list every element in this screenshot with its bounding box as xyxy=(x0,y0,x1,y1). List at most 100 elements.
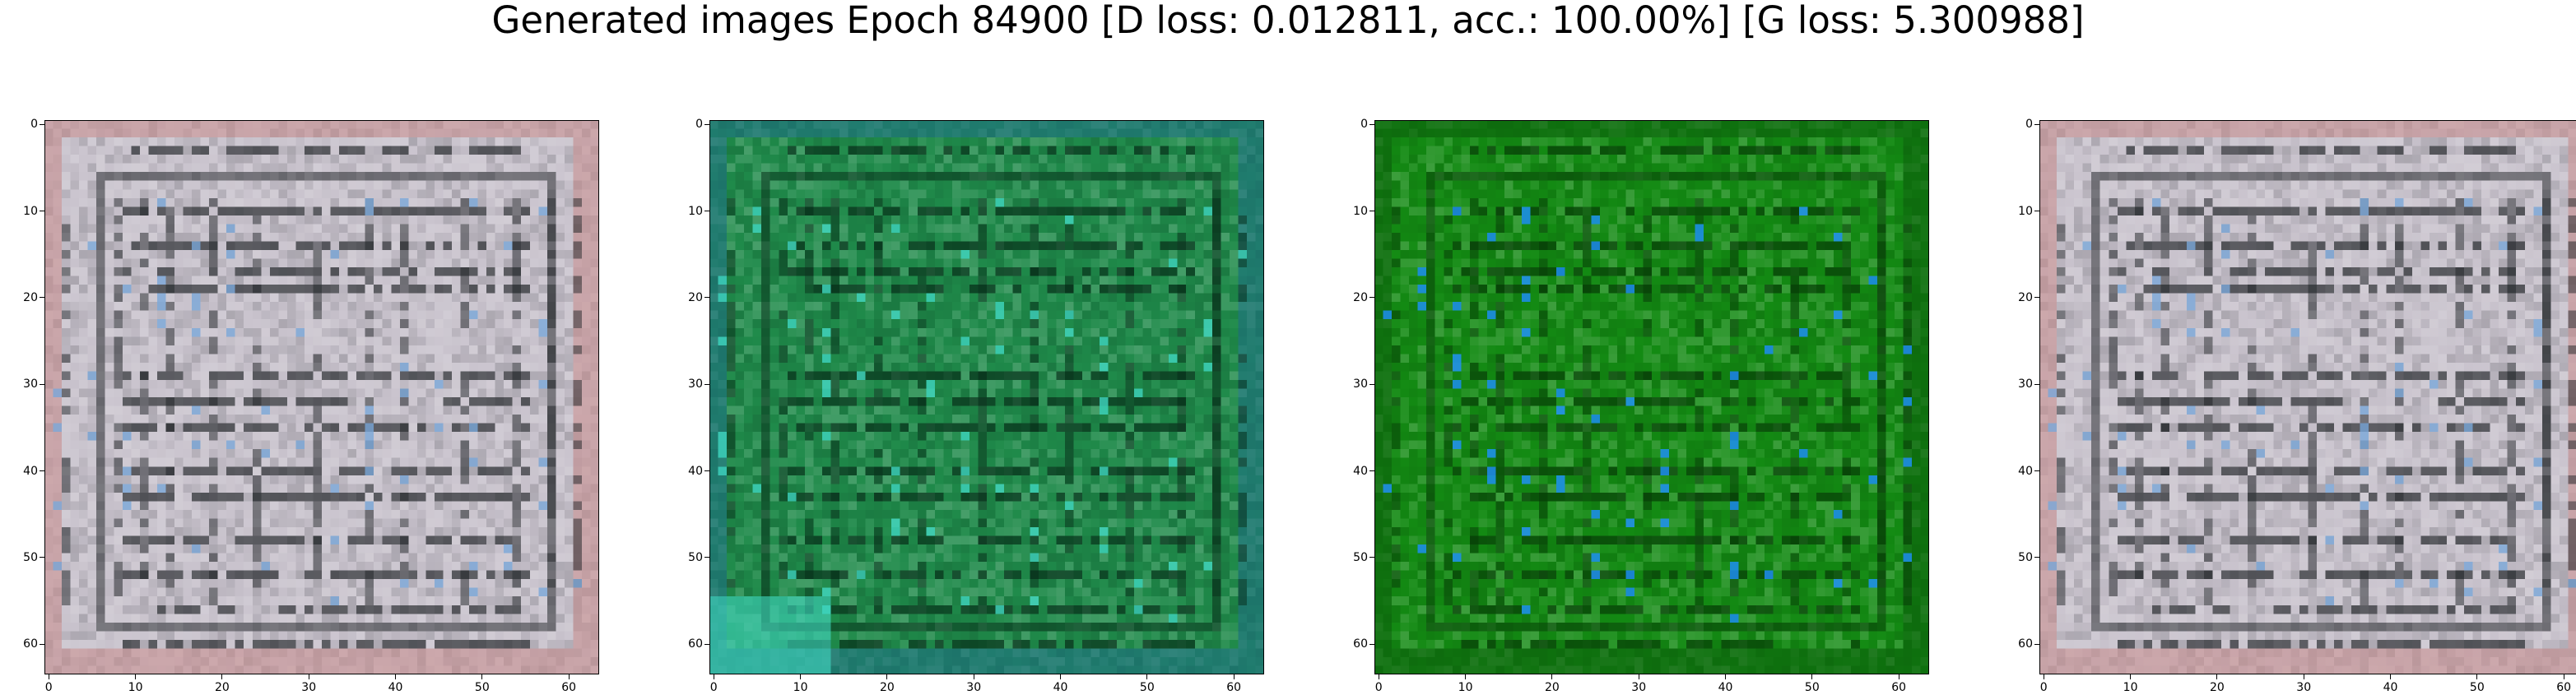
y-tick-mark xyxy=(1369,297,1374,299)
y-tick-label: 60 xyxy=(2018,637,2033,651)
x-tick-mark xyxy=(1146,674,1148,679)
y-tick-label: 0 xyxy=(695,118,703,132)
y-tick-mark xyxy=(1369,383,1374,385)
y-tick-label: 40 xyxy=(1353,464,1368,478)
x-tick-label: 30 xyxy=(301,681,317,694)
y-tick-label: 50 xyxy=(23,550,38,564)
y-tick-label: 20 xyxy=(23,290,38,304)
x-tick-mark xyxy=(221,674,223,679)
x-tick-label: 50 xyxy=(2469,681,2485,694)
y-tick-label: 40 xyxy=(23,464,38,478)
y-tick-label: 30 xyxy=(688,378,703,392)
x-tick-label: 0 xyxy=(44,681,53,694)
y-tick-mark xyxy=(2034,383,2039,385)
y-tick-label: 0 xyxy=(1360,118,1368,132)
y-tick-mark xyxy=(1369,123,1374,125)
x-tick-label: 10 xyxy=(2123,681,2138,694)
y-tick-label: 30 xyxy=(1353,378,1368,392)
y-tick-mark xyxy=(704,383,709,385)
y-tick-label: 20 xyxy=(1353,290,1368,304)
axes-frame xyxy=(1374,120,1929,674)
y-tick-mark xyxy=(40,123,44,125)
y-tick-mark xyxy=(40,470,44,472)
y-tick-label: 50 xyxy=(2018,550,2033,564)
y-tick-label: 40 xyxy=(688,464,703,478)
x-tick-mark xyxy=(135,674,137,679)
x-tick-label: 10 xyxy=(793,681,808,694)
x-tick-mark xyxy=(2130,674,2132,679)
y-tick-mark xyxy=(2034,470,2039,472)
x-tick-label: 50 xyxy=(474,681,490,694)
x-tick-mark xyxy=(2390,674,2392,679)
y-tick-label: 50 xyxy=(688,550,703,564)
y-tick-mark xyxy=(40,383,44,385)
y-tick-label: 30 xyxy=(23,378,38,392)
y-tick-label: 40 xyxy=(2018,464,2033,478)
y-tick-label: 20 xyxy=(2018,290,2033,304)
generated-image-2 xyxy=(709,120,1264,674)
x-tick-mark xyxy=(1725,674,1727,679)
y-tick-label: 10 xyxy=(1353,204,1368,218)
image-panel-2: 0 10 20 30 40 50 60 0 10 20 30 40 50 60 xyxy=(686,0,1295,695)
x-tick-label: 50 xyxy=(1139,681,1155,694)
y-tick-mark xyxy=(1369,643,1374,645)
x-tick-label: 40 xyxy=(388,681,403,694)
y-tick-label: 50 xyxy=(1353,550,1368,564)
x-tick-mark xyxy=(886,674,888,679)
x-tick-mark xyxy=(2216,674,2218,679)
x-tick-mark xyxy=(395,674,397,679)
x-tick-label: 20 xyxy=(1544,681,1560,694)
x-tick-mark xyxy=(1060,674,1062,679)
y-tick-label: 10 xyxy=(2018,204,2033,218)
x-tick-label: 20 xyxy=(214,681,230,694)
figure-title: Generated images Epoch 84900 [D loss: 0.… xyxy=(491,0,2085,42)
y-tick-label: 60 xyxy=(23,637,38,651)
x-tick-label: 20 xyxy=(879,681,895,694)
y-tick-label: 30 xyxy=(2018,378,2033,392)
x-tick-label: 0 xyxy=(2039,681,2048,694)
x-tick-label: 0 xyxy=(709,681,718,694)
y-tick-mark xyxy=(704,643,709,645)
image-panel-4: 0 10 20 30 40 50 60 0 10 20 30 40 50 60 xyxy=(2016,0,2576,695)
x-tick-label: 40 xyxy=(2383,681,2398,694)
x-tick-mark xyxy=(568,674,570,679)
y-tick-mark xyxy=(2034,557,2039,558)
y-tick-label: 60 xyxy=(1353,637,1368,651)
y-tick-mark xyxy=(1369,470,1374,472)
y-tick-label: 60 xyxy=(688,637,703,651)
x-tick-mark xyxy=(1551,674,1553,679)
y-tick-mark xyxy=(2034,297,2039,299)
y-tick-mark xyxy=(704,470,709,472)
y-tick-label: 20 xyxy=(688,290,703,304)
image-panel-1: 0 10 20 30 40 50 60 0 10 20 30 40 50 60 xyxy=(21,0,630,695)
x-tick-mark xyxy=(2476,674,2478,679)
x-tick-mark xyxy=(800,674,802,679)
y-tick-mark xyxy=(704,123,709,125)
x-tick-label: 60 xyxy=(561,681,577,694)
x-tick-label: 60 xyxy=(1891,681,1907,694)
x-tick-mark xyxy=(1465,674,1467,679)
axes-frame xyxy=(2039,120,2576,674)
x-tick-label: 20 xyxy=(2209,681,2225,694)
y-tick-mark xyxy=(40,643,44,645)
y-tick-label: 0 xyxy=(2025,118,2033,132)
x-tick-label: 30 xyxy=(966,681,982,694)
axes-frame xyxy=(709,120,1264,674)
axes-frame xyxy=(44,120,599,674)
x-tick-label: 10 xyxy=(128,681,143,694)
x-tick-mark xyxy=(481,674,483,679)
y-tick-mark xyxy=(40,297,44,299)
image-panel-3: 0 10 20 30 40 50 60 0 10 20 30 40 50 60 xyxy=(1351,0,1960,695)
y-tick-mark xyxy=(2034,643,2039,645)
y-tick-label: 0 xyxy=(30,118,38,132)
y-tick-mark xyxy=(704,297,709,299)
x-tick-label: 60 xyxy=(1226,681,1242,694)
x-tick-label: 40 xyxy=(1718,681,1733,694)
y-tick-label: 10 xyxy=(23,204,38,218)
y-tick-mark xyxy=(1369,557,1374,558)
x-tick-label: 40 xyxy=(1053,681,1068,694)
x-tick-label: 30 xyxy=(2296,681,2312,694)
x-tick-label: 50 xyxy=(1804,681,1820,694)
generated-image-4 xyxy=(2039,120,2576,674)
x-tick-label: 10 xyxy=(1458,681,1473,694)
